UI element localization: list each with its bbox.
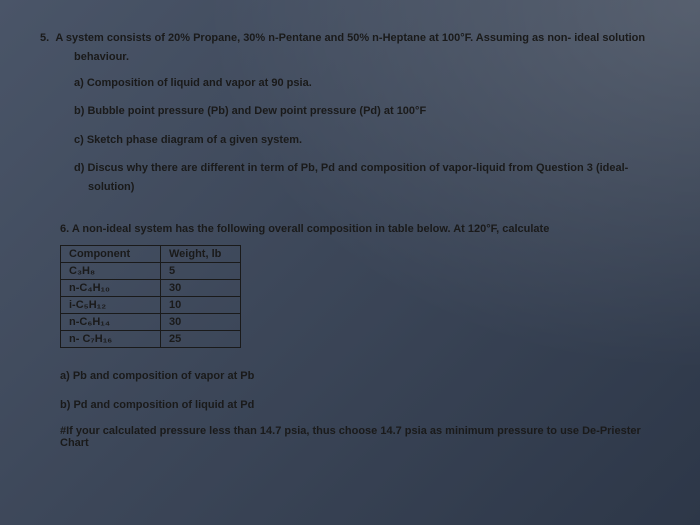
cell-weight: 25 (161, 331, 241, 348)
q5-header: 5. A system consists of 20% Propane, 30%… (40, 30, 660, 47)
cell-component: i-C₅H₁₂ (61, 297, 161, 314)
cell-component: n-C₄H₁₀ (61, 280, 161, 297)
q6-b: b) Pd and composition of liquid at Pd (40, 397, 660, 414)
q5-text1: A system consists of 20% Propane, 30% n-… (55, 32, 645, 44)
q6-header: 6. A non-ideal system has the following … (40, 221, 660, 238)
table-row: C₃H₈ 5 (61, 263, 241, 280)
table-row: n- C₇H₁₆ 25 (61, 331, 241, 348)
q6-note: #If your calculated pressure less than 1… (40, 425, 660, 449)
table-row: i-C₅H₁₂ 10 (61, 297, 241, 314)
table-row: n-C₄H₁₀ 30 (61, 280, 241, 297)
cell-weight: 5 (161, 263, 241, 280)
q5-d-line1: d) Discus why there are different in ter… (40, 160, 660, 177)
composition-table: Component Weight, lb C₃H₈ 5 n-C₄H₁₀ 30 i… (60, 245, 241, 348)
q5-c: c) Sketch phase diagram of a given syste… (40, 132, 660, 149)
col-weight: Weight, lb (161, 246, 241, 263)
table-row: n-C₆H₁₄ 30 (61, 314, 241, 331)
question-5: 5. A system consists of 20% Propane, 30%… (40, 30, 660, 193)
cell-component: n-C₆H₁₄ (61, 314, 161, 331)
table-header-row: Component Weight, lb (61, 246, 241, 263)
cell-weight: 30 (161, 314, 241, 331)
cell-component: n- C₇H₁₆ (61, 331, 161, 348)
question-6: 6. A non-ideal system has the following … (40, 221, 660, 450)
q5-number: 5. (40, 32, 49, 44)
cell-weight: 10 (161, 297, 241, 314)
q5-a: a) Composition of liquid and vapor at 90… (40, 75, 660, 92)
q5-b: b) Bubble point pressure (Pb) and Dew po… (40, 103, 660, 120)
col-component: Component (61, 246, 161, 263)
cell-weight: 30 (161, 280, 241, 297)
q5-text2: behaviour. (40, 51, 660, 63)
q5-d-line2: solution) (40, 181, 660, 193)
q6-a: a) Pb and composition of vapor at Pb (40, 368, 660, 385)
cell-component: C₃H₈ (61, 263, 161, 280)
